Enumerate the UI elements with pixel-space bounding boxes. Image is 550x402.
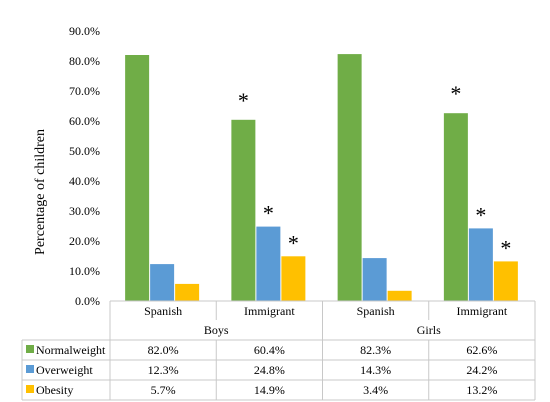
table-value: 13.2% <box>466 383 497 397</box>
y-tick-label: 50.0% <box>69 144 100 158</box>
x-tick-label: Immigrant <box>244 304 295 318</box>
legend-label: Obesity <box>36 383 73 397</box>
y-tick-label: 40.0% <box>69 174 100 188</box>
bar-overweight-1 <box>150 264 175 301</box>
bar-normalweight-4 <box>443 113 468 301</box>
axes: 0.0% 10.0% 20.0% 30.0% 40.0% 50.0% 60.0% 70.0% 8… <box>69 24 100 308</box>
bar-overweight-2 <box>256 226 281 301</box>
table-value: 12.3% <box>148 363 179 377</box>
significance-star: * <box>238 88 249 113</box>
table-value: 62.6% <box>466 343 497 357</box>
significance-star: * <box>288 230 299 255</box>
legend-swatch-obesity <box>26 385 34 393</box>
x-tick-label: Immigrant <box>457 304 508 318</box>
y-tick-label: 10.0% <box>69 264 100 278</box>
legend-swatch-overweight <box>26 365 34 373</box>
x-tick-label: Spanish <box>357 304 395 318</box>
significance-star: * <box>263 201 274 226</box>
legend-label: Overweight <box>36 363 93 377</box>
bar-normalweight-2 <box>231 119 256 301</box>
bar-overweight-4 <box>468 228 493 301</box>
table-value: 24.8% <box>254 363 285 377</box>
significance-markers: * * * * * * <box>238 81 512 260</box>
significance-star: * <box>475 202 486 227</box>
bar-obesity-1 <box>175 283 200 301</box>
table-value: 24.2% <box>466 363 497 377</box>
group-label: Girls <box>417 323 441 337</box>
bar-obesity-2 <box>281 256 306 301</box>
table-value: 82.0% <box>148 343 179 357</box>
significance-star: * <box>450 81 461 106</box>
table-value: 14.9% <box>254 383 285 397</box>
table-value: 5.7% <box>151 383 176 397</box>
bar-obesity-3 <box>387 290 412 301</box>
y-tick-label: 80.0% <box>69 54 100 68</box>
legend-label: Normalweight <box>36 343 106 357</box>
y-tick-label: 70.0% <box>69 84 100 98</box>
table-value: 3.4% <box>363 383 388 397</box>
x-tick-label: Spanish <box>144 304 182 318</box>
y-axis-label: Percentage of children <box>33 129 48 255</box>
y-tick-label: 20.0% <box>69 234 100 248</box>
table-value: 60.4% <box>254 343 285 357</box>
table-value: 14.3% <box>360 363 391 377</box>
legend-swatch-normalweight <box>26 345 34 353</box>
bar-normalweight-1 <box>125 55 150 301</box>
y-tick-label: 90.0% <box>69 24 100 38</box>
group-label: Boys <box>204 323 229 337</box>
y-tick-label: 0.0% <box>75 294 100 308</box>
y-tick-label: 30.0% <box>69 204 100 218</box>
y-tick-label: 60.0% <box>69 114 100 128</box>
bar-obesity-4 <box>493 261 518 301</box>
significance-star: * <box>500 235 511 260</box>
table-value: 82.3% <box>360 343 391 357</box>
bar-normalweight-3 <box>337 54 362 301</box>
data-table: Spanish Immigrant Spanish Immigrant Boys Girl… <box>21 300 536 401</box>
bars <box>125 54 518 301</box>
bar-overweight-3 <box>362 258 387 301</box>
